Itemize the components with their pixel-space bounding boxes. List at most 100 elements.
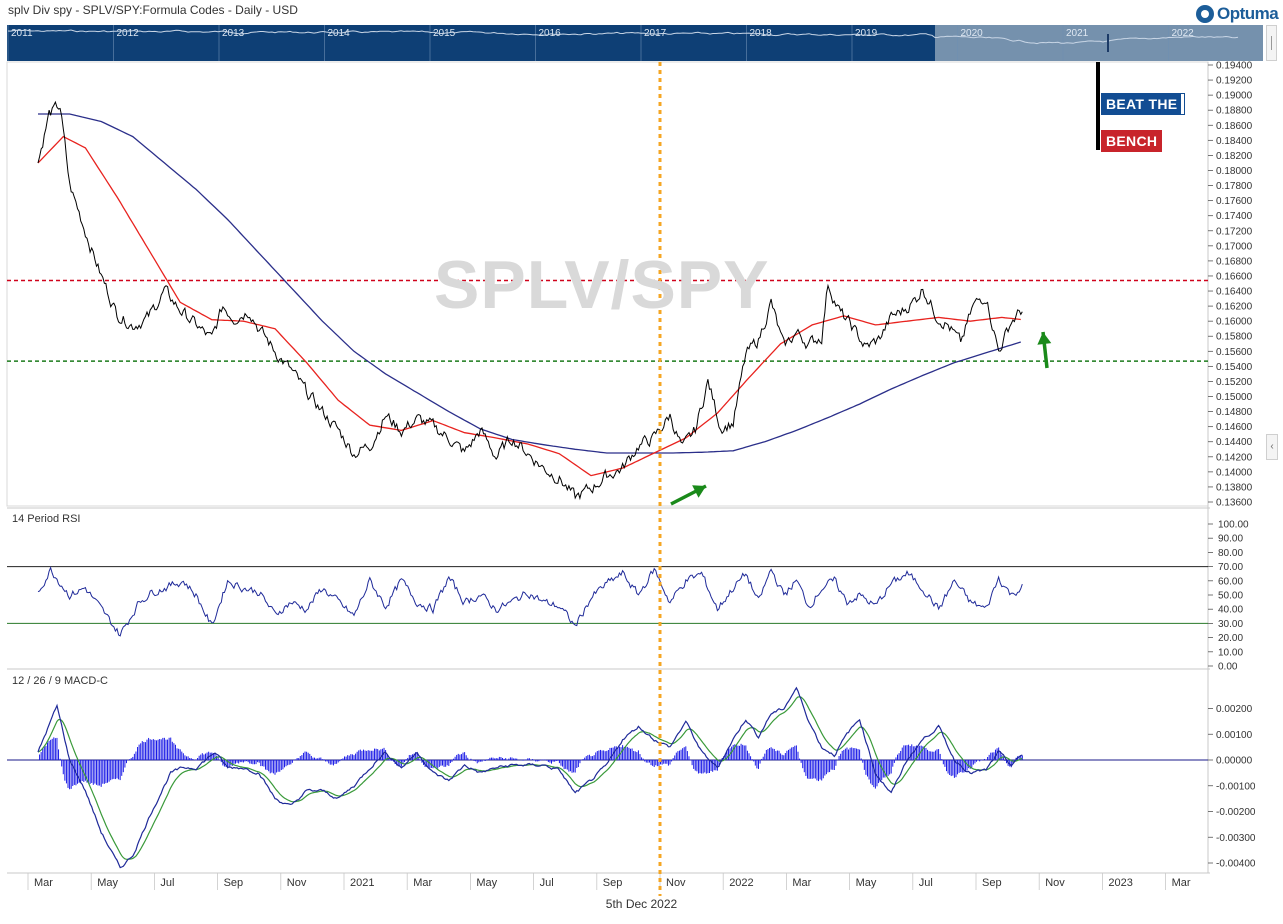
rsi-series <box>37 566 1023 637</box>
optuma-logo-text: Optuma <box>1217 4 1279 23</box>
navigator-year-label: 2012 <box>117 28 140 39</box>
x-axis-tick-label: Jul <box>160 877 174 889</box>
macd-panel-title: 12 / 26 / 9 MACD-C <box>12 675 108 687</box>
price-y-tick-label: 0.19000 <box>1216 91 1253 102</box>
price-y-tick-label: 0.17600 <box>1216 196 1253 207</box>
navigator-year-label: 2013 <box>222 28 245 39</box>
macd-signal-series <box>37 696 1023 860</box>
chart-watermark: SPLV/SPY <box>434 247 770 323</box>
macd-y-tick-label: -0.00100 <box>1216 781 1256 792</box>
price-y-tick-label: 0.14800 <box>1216 407 1253 418</box>
x-axis-tick-label: May <box>856 877 877 889</box>
navigator-year-label: 2021 <box>1066 28 1089 39</box>
x-axis-tick-label: 2022 <box>729 877 753 889</box>
price-y-tick-label: 0.15600 <box>1216 347 1253 358</box>
price-y-tick-label: 0.18400 <box>1216 136 1253 147</box>
green-arrow-ma-test <box>1037 331 1052 369</box>
price-y-tick-label: 0.17200 <box>1216 226 1253 237</box>
price-y-tick-label: 0.18200 <box>1216 151 1253 162</box>
rsi-y-tick-label: 30.00 <box>1218 619 1243 630</box>
price-y-tick-label: 0.13800 <box>1216 482 1253 493</box>
rsi-y-tick-label: 20.00 <box>1218 633 1243 644</box>
rsi-y-tick-label: 100.00 <box>1218 520 1249 531</box>
navigator-group: 2011 2012 2013 2014 2015 2016 2017 2018 2019 2020… <box>7 25 1263 61</box>
price-y-tick-label: 0.16600 <box>1216 271 1253 282</box>
price-y-tick-label: 0.16800 <box>1216 256 1253 267</box>
navigator-year-label: 2019 <box>855 28 878 39</box>
green-arrow-bottom <box>670 484 707 506</box>
price-y-tick-label: 0.18000 <box>1216 166 1253 177</box>
price-y-tick-label: 0.16000 <box>1216 317 1253 328</box>
x-axis-tick-label: Sep <box>603 877 623 889</box>
optuma-logo-icon <box>1196 5 1214 23</box>
navigator-selection <box>935 25 1263 61</box>
navigator-year-label: 2022 <box>1172 28 1195 39</box>
navigator-background <box>7 25 935 61</box>
navigator-scroll-handle[interactable] <box>1266 25 1277 61</box>
price-y-tick-label: 0.19400 <box>1216 61 1253 72</box>
x-axis-tick-label: Mar <box>34 877 53 889</box>
macd-y-tick-label: 0.00000 <box>1216 756 1253 767</box>
x-axis-tick-label: Jul <box>919 877 933 889</box>
x-axis-tick-label: 2023 <box>1108 877 1132 889</box>
badge-line-1: BEAT THE <box>1100 93 1186 115</box>
price-series <box>37 100 1023 501</box>
x-axis-tick-label: Jul <box>540 877 554 889</box>
price-y-tick-label: 0.14000 <box>1216 467 1253 478</box>
x-axis-tick-label: Mar <box>792 877 811 889</box>
rsi-panel-title: 14 Period RSI <box>12 513 81 525</box>
rsi-y-tick-label: 0.00 <box>1218 662 1238 673</box>
rsi-y-tick-label: 10.00 <box>1218 647 1243 658</box>
navigator-year-label: 2017 <box>644 28 667 39</box>
macd-series <box>37 686 1023 869</box>
navigator-year-label: 2014 <box>328 28 351 39</box>
ma-slow-series <box>38 113 1021 454</box>
macd-y-tick-label: -0.00300 <box>1216 833 1256 844</box>
ma-fast-series <box>37 135 1021 477</box>
rsi-y-tick-label: 60.00 <box>1218 576 1243 587</box>
arrow-head <box>692 485 706 498</box>
price-y-tick-label: 0.16400 <box>1216 287 1253 298</box>
price-y-tick-label: 0.14600 <box>1216 422 1253 433</box>
rsi-y-tick-label: 70.00 <box>1218 562 1243 573</box>
price-y-tick-label: 0.15400 <box>1216 362 1253 373</box>
price-y-tick-label: 0.19200 <box>1216 76 1253 87</box>
x-axis-tick-label: May <box>97 877 118 889</box>
chart-title: splv Div spy - SPLV/SPY:Formula Codes - … <box>8 3 298 17</box>
rsi-y-tick-label: 40.00 <box>1218 605 1243 616</box>
x-axis-tick-label: Nov <box>666 877 686 889</box>
price-y-tick-label: 0.15200 <box>1216 377 1253 388</box>
macd-y-tick-label: 0.00100 <box>1216 730 1253 741</box>
price-y-tick-label: 0.17400 <box>1216 211 1253 222</box>
navigator-year-label: 2016 <box>539 28 562 39</box>
navigator-year-label: 2020 <box>961 28 984 39</box>
x-axis-tick-label: Sep <box>982 877 1002 889</box>
arrow-head <box>1037 332 1052 345</box>
badge-line-2: BENCH <box>1100 130 1163 152</box>
price-y-tick-label: 0.17800 <box>1216 181 1253 192</box>
collapse-side-panel-button[interactable]: ‹ <box>1266 434 1278 460</box>
x-axis-tick-label: Mar <box>1172 877 1191 889</box>
x-axis-tick-label: May <box>476 877 497 889</box>
navigator-minichart <box>7 29 1239 45</box>
optuma-logo: Optuma <box>1196 3 1279 25</box>
price-y-tick-label: 0.13600 <box>1216 498 1253 509</box>
x-axis-tick-label: Nov <box>287 877 307 889</box>
badge-bracket <box>1096 62 1100 150</box>
x-axis-tick-label: Mar <box>413 877 432 889</box>
rsi-y-tick-label: 80.00 <box>1218 548 1243 559</box>
navigator-year-label: 2011 <box>11 28 33 39</box>
x-axis-tick-label: Sep <box>224 877 244 889</box>
x-axis-tick-label: Nov <box>1045 877 1065 889</box>
macd-y-tick-label: -0.00400 <box>1216 859 1256 870</box>
macd-y-tick-label: -0.00200 <box>1216 807 1256 818</box>
rsi-y-tick-label: 90.00 <box>1218 534 1243 545</box>
price-y-tick-label: 0.16200 <box>1216 302 1253 313</box>
rsi-y-tick-label: 50.00 <box>1218 591 1243 602</box>
price-y-tick-label: 0.14400 <box>1216 437 1253 448</box>
price-y-tick-label: 0.14200 <box>1216 452 1253 463</box>
macd-y-tick-label: 0.00200 <box>1216 704 1253 715</box>
x-axis-tick-label: 2021 <box>350 877 374 889</box>
price-y-tick-label: 0.18800 <box>1216 106 1253 117</box>
